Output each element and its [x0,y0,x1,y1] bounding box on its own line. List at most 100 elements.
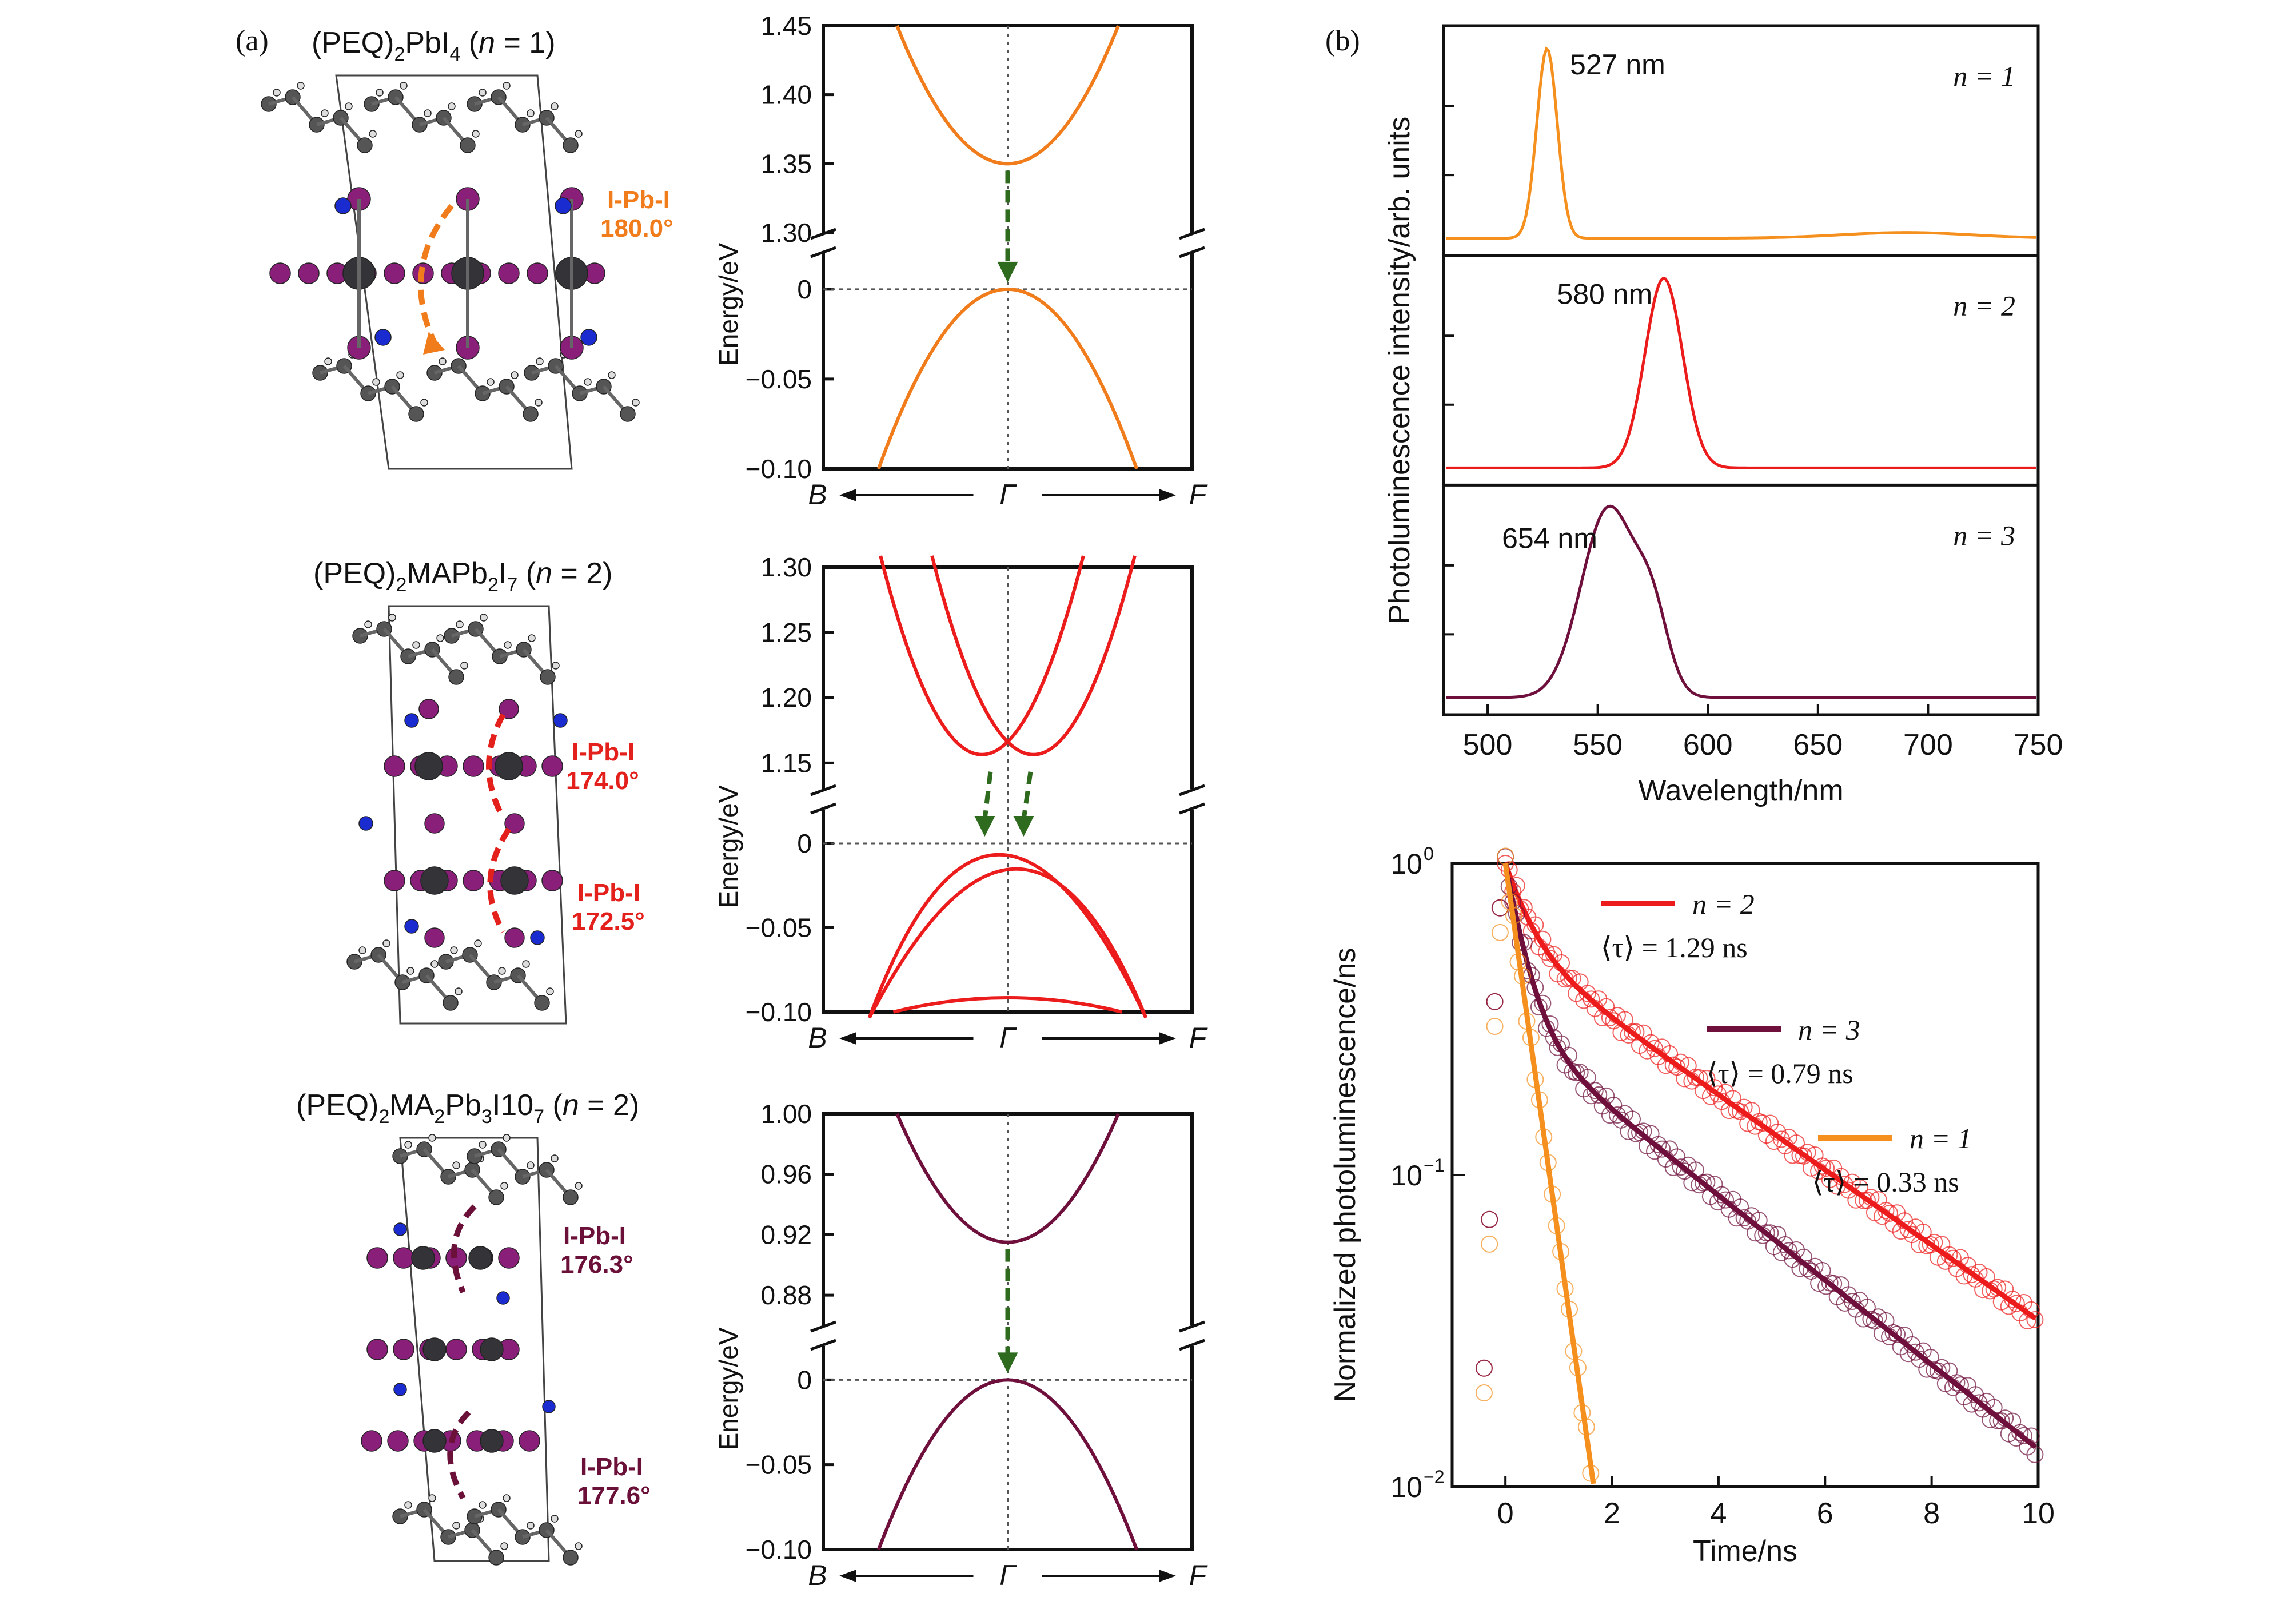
data-marker [1481,1210,1498,1228]
y-tick-exponent: 0 [1424,843,1434,864]
axis-break-mark [810,1320,836,1333]
hydrogen-atom [452,1522,460,1530]
arrowhead [423,332,445,355]
hydrogen-atom [632,399,640,407]
carbon-atom [460,137,476,153]
hydrogen-atom [479,1141,487,1149]
x-axis-label: Wavelength/nm [1638,774,1843,807]
plot-frame [1442,24,2040,716]
x-tick-label: 700 [1903,728,1953,762]
data-marker [1475,1384,1493,1401]
hydrogen-atom [551,102,559,110]
hydrogen-atom [480,614,488,622]
structure-title-n1: (PEQ)2PbI4 (n = 1) [312,26,556,65]
data-marker [1590,1086,1608,1104]
band-structure-n3: 0.88 0.92 0.96 1.00 −0.10 −0.05 0 Energy/eV B Γ F [713,1099,1208,1591]
carbon-atom [443,995,459,1011]
data-marker [1757,1224,1775,1242]
angle-label-name: I-Pb-I [563,1222,626,1250]
nitrogen-atom [358,816,373,831]
hydrogen-atom [500,1182,508,1190]
hydrogen-atom [472,130,480,138]
transition-arrowhead [974,816,995,837]
unit-cell [335,74,573,470]
y-tick-label: 0 [797,274,812,304]
y-tick-label: 0 [797,1365,812,1395]
iodine-atom [527,262,548,284]
x-tick-label: 550 [1573,728,1623,762]
nitrogen-atom [496,1291,510,1305]
lead-atom [422,1337,447,1361]
y-tick-label: 0.92 [760,1220,812,1249]
data-marker [1475,1359,1493,1377]
y-axis-label: Energy/eV [713,243,743,366]
lead-atom [480,1337,504,1361]
legend-label: n = 2 [1692,888,1755,920]
x-tick-label: B [808,1022,827,1054]
y-axis-label: Energy/eV [713,1327,743,1450]
carbon-atom [620,406,636,422]
nitrogen-atom [334,197,352,214]
x-tick-label: 2 [1604,1497,1620,1530]
nitrogen-atom [374,329,392,346]
hydrogen-atom [546,987,554,995]
hydrogen-atom [460,662,468,670]
data-marker [1586,1082,1604,1100]
angle-label-name: I-Pb-I [572,738,635,766]
nitrogen-atom [404,713,419,728]
carbon-atom [448,669,464,685]
data-marker [2011,1424,2029,1441]
hydrogen-atom [406,967,414,975]
lead-atom [495,752,523,780]
crystal-structures [261,74,640,1566]
axis-break-mark [1179,246,1205,258]
angle-arrow [418,204,454,345]
y-tick-label: 1.35 [760,149,812,178]
angle-labels: I-Pb-I 180.0° I-Pb-I 174.0° I-Pb-I 172.5… [560,186,673,1510]
carbon-atom [534,995,550,1011]
y-tick-label: 10 [1390,848,1422,880]
y-axis-label: Normalized photoluminescence/ns [1329,948,1362,1403]
hydrogen-atom [420,399,428,407]
hydrogen-atom [500,1542,508,1550]
lead-atom [422,1429,447,1453]
angle-label-value: 180.0° [600,214,673,242]
iodine-atom [424,927,445,948]
data-marker [1866,1312,1883,1330]
iodine-atom [498,1247,520,1269]
x-tick-label: B [808,479,827,511]
angle-arrow [447,1410,471,1500]
conduction-band [895,25,1120,166]
x-tick-label: 600 [1683,728,1733,762]
hydrogen-atom [369,130,377,138]
hydrogen-atom [479,89,487,97]
hydrogen-atom [345,102,353,110]
peak-label: 527 nm [1570,49,1665,81]
hydrogen-atom [511,371,519,379]
k-path-arrowhead [1159,489,1176,501]
lead-atom [411,1246,435,1270]
lead-atom [500,866,529,895]
data-marker [1491,899,1509,917]
nitrogen-atom [393,1383,407,1396]
axis-break-mark [810,784,836,796]
hydrogen-atom [522,960,530,968]
k-path-arrowhead [1159,1032,1176,1045]
hydrogen-atom [527,1522,535,1530]
lead-atom [480,1429,504,1453]
angle-label-value: 174.0° [566,767,639,795]
fit-line [1502,863,2038,1449]
data-marker [1877,1201,1895,1219]
lead-atom [468,1246,492,1270]
angle-arrow [487,827,512,934]
axis-break-mark [1179,802,1205,815]
pl-series-line [1446,504,2036,699]
hydrogen-atom [424,109,432,117]
nitrogen-atom [393,1222,407,1236]
data-marker [2015,1427,2032,1444]
hydrogen-atom [358,946,366,954]
y-tick-label: 0 [797,829,812,858]
nitrogen-atom [542,1400,556,1413]
angle-label-name: I-Pb-I [607,186,670,214]
hydrogen-atom [528,634,536,642]
